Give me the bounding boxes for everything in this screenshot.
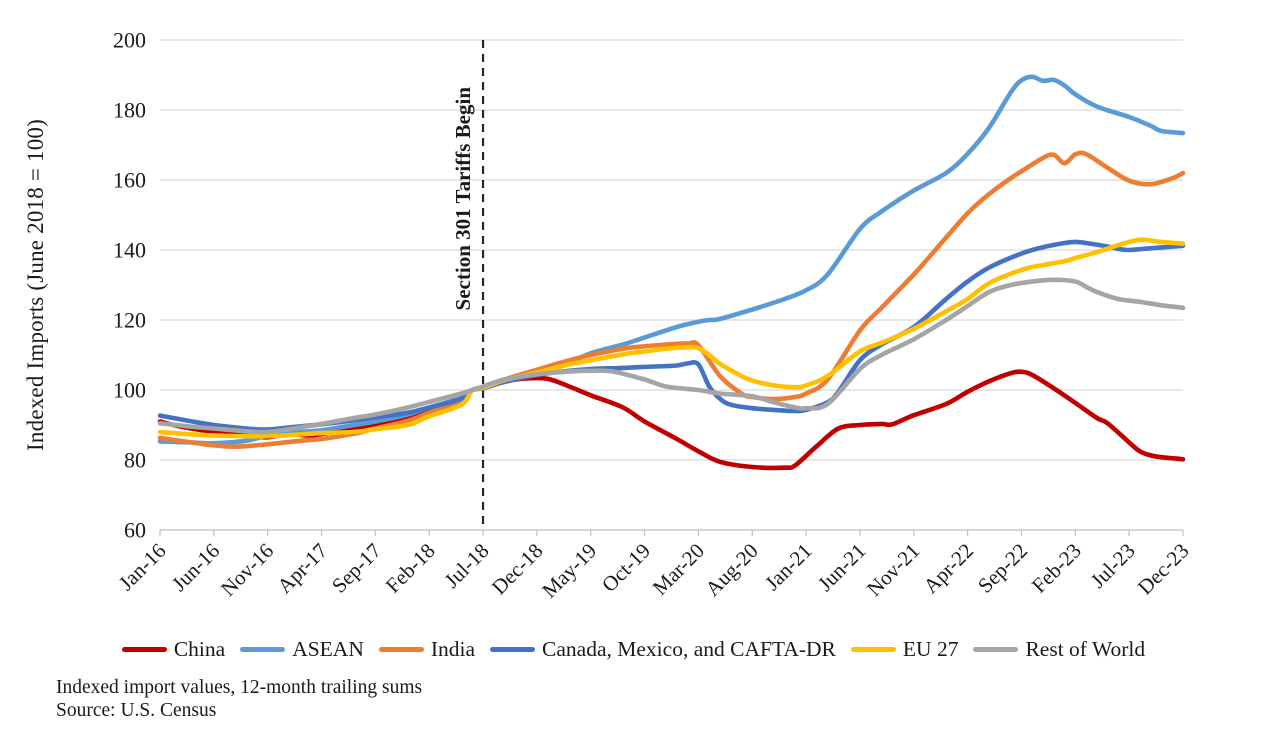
y-tick-label: 160 [113,168,146,193]
x-tick-label: Jul-18 [440,539,494,593]
legend-label-asean: ASEAN [292,637,364,661]
x-tick-label: Jun-21 [813,539,870,596]
legend-label-canada-mexico-and-cafta-dr: Canada, Mexico, and CAFTA-DR [542,637,836,661]
y-tick-label: 60 [124,518,146,543]
legend-swatch-china [121,647,167,652]
footnotes: Indexed import values, 12-month trailing… [56,676,422,722]
legend-label-rest-of-world: Rest of World [1025,637,1146,661]
y-axis-title-box: Indexed Imports (June 2018 = 100) [18,40,54,530]
x-tick-label: Apr-17 [272,539,332,599]
x-tick-label: Sep-17 [327,539,386,598]
x-tick-label: May-19 [537,539,601,603]
legend-item-china: China [121,637,226,662]
x-tick-label: Oct-19 [597,539,655,597]
series-line-china [157,369,1186,471]
legend-label-india: India [430,637,476,661]
x-tick-label: Aug-20 [700,539,762,601]
y-tick-label: 200 [113,28,146,53]
x-tick-label: Jul-23 [1086,539,1140,593]
legend-swatch-canada-mexico-and-cafta-dr [490,647,536,652]
x-tick-label: Jan-21 [760,539,817,596]
series-line-india [157,150,1186,450]
line-chart-canvas: 60 80 100 120 140 160 180 200 Jan-16Jun-16Nov-16… [113,28,1194,603]
legend-swatch-asean [240,647,286,652]
x-tick-label: Sep-22 [973,539,1032,598]
legend-label-eu-27: EU 27 [902,637,959,661]
y-tick-label: 120 [113,308,146,333]
x-tick-label: Dec-18 [487,539,548,600]
y-tick-label: 100 [113,378,146,403]
legend-label-china: China [173,637,226,661]
footnote-description: Indexed import values, 12-month trailing… [56,677,423,698]
x-tick-label: Nov-16 [216,539,278,601]
legend-swatch-eu-27 [850,647,896,652]
x-tick-label: Jun-16 [167,539,224,596]
y-tick-label: 140 [113,238,146,263]
legend-item-eu-27: EU 27 [850,637,959,662]
x-tick-label: Apr-22 [919,539,979,599]
footnote-source: Source: U.S. Census [56,700,217,721]
series-line-eu-27 [157,237,1186,439]
legend-item-india: India [378,637,476,662]
legend-item-asean: ASEAN [240,637,364,662]
y-tick-label: 180 [113,98,146,123]
series-line-canada-mexico-and-cafta-dr [157,239,1186,432]
x-tick-label: Jan-16 [114,539,171,596]
y-tick-label: 80 [124,448,146,473]
legend-swatch-india [378,647,424,652]
x-tick-label: Nov-21 [862,539,924,601]
x-tick-label: Feb-18 [381,539,440,598]
x-tick-label: Mar-20 [648,539,709,600]
x-tick-label: Feb-23 [1027,539,1086,598]
legend-swatch-rest-of-world [973,647,1019,652]
x-tick-label: Dec-23 [1133,539,1194,600]
chart-legend: China ASEAN India Canada, Mexico, and CAFTA… [0,637,1267,662]
y-axis-title: Indexed Imports (June 2018 = 100) [23,119,48,451]
series-line-rest-of-world [157,277,1186,435]
legend-item-rest-of-world: Rest of World [973,637,1145,662]
series-line-asean [157,74,1186,446]
legend-item-canada-mexico-and-cafta-dr: Canada, Mexico, and CAFTA-DR [490,637,836,662]
